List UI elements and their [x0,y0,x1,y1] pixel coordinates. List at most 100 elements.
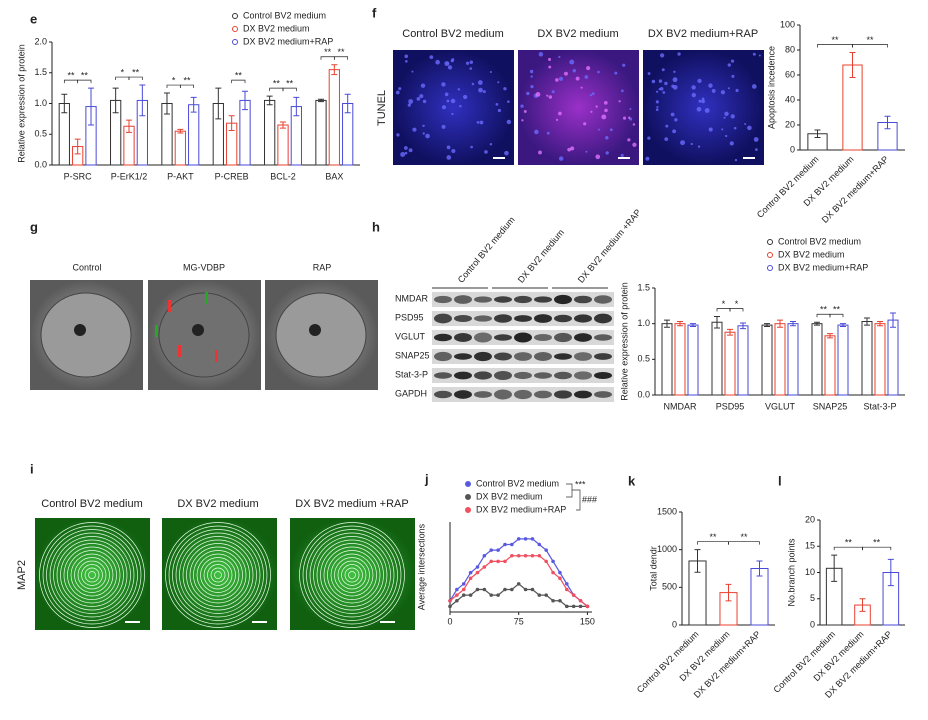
blot-band [454,371,472,380]
nucleus [275,292,367,378]
blot-band [474,296,492,303]
panel-label: i [30,461,34,476]
sholl-ring [56,539,128,611]
cell-dot [691,92,696,98]
legend-label: DX BV2 medium+RAP [476,504,566,514]
error-bar [714,316,720,329]
cell-dot [575,76,580,81]
arrow-marker [168,300,171,312]
error-bar [74,138,81,155]
cell-dot [471,82,475,86]
y-tick-label: 80 [785,44,795,54]
cell-dot [708,83,713,88]
cell-dot [701,97,705,101]
blot-band [514,352,532,361]
legend-marker [767,252,773,258]
cell-dot [435,59,440,65]
error-bar [126,119,132,133]
y-tick-label: 0.0 [34,159,47,169]
cell-dot [429,55,434,60]
cell-dot [446,99,450,103]
cell-dot [400,152,406,157]
cell-dot [407,103,411,107]
cell-dot [618,100,621,103]
point [468,576,473,581]
cell-dot [751,84,757,89]
blot-column: DX BV2 medium +RAP [576,207,643,285]
legend-marker [232,13,238,19]
blot-band [434,313,452,324]
cell-dot [446,155,452,160]
blot-band [574,333,592,342]
cell-dot [530,85,534,89]
cell-dot [752,52,756,56]
bar [824,335,836,396]
error-bar [877,321,883,327]
y-axis-label: Relative expression of protein [619,282,629,401]
sig-label: ** [132,67,140,77]
cell-dot [655,90,659,93]
point [537,553,542,558]
cell-dot [548,57,552,61]
legend-label: Control BV2 medium [476,478,559,488]
blot-row-label: GAPDH [395,388,427,398]
bar [661,323,673,396]
error-bar [840,323,846,328]
cell-dot [444,61,450,67]
cell-dot [555,118,559,121]
cell-dot [680,140,686,146]
y-tick-label: 500 [662,582,677,592]
legend-label: DX BV2 medium+RAP [243,36,333,46]
cell-dot [605,135,609,140]
point [496,548,500,552]
cell-dot [664,81,668,86]
cell-dot [419,94,424,99]
error-bar [177,128,184,134]
point [523,537,528,541]
cell-dot [551,90,555,94]
legend-marker [232,26,238,32]
sholl-ring [74,557,110,593]
bar [315,99,327,166]
error-bar [887,558,894,587]
image-title: DX BV2 medium [537,28,618,40]
cell-dot [425,133,430,139]
point [448,598,452,603]
y-tick-label: 0 [672,619,677,629]
x-tick-label: P-AKT [167,171,194,181]
blot-band [454,315,472,322]
cell-dot [526,91,530,96]
sholl-ring [165,522,271,628]
bar [711,321,723,396]
error-bar [864,317,870,326]
point [578,598,583,603]
cell-dot [441,82,446,87]
cell-dot [621,89,624,93]
sholl-ring [186,543,250,607]
y-tick-label: 100 [780,19,795,29]
cell-dot [672,84,678,90]
cell-dot [632,123,636,126]
cell-dot [727,87,730,90]
cell-dot [647,136,651,140]
cell-dot [396,133,400,137]
sholl-ring [316,539,388,611]
cell-dot [520,104,524,108]
point [578,604,583,609]
x-tick-label: P-CREB [215,171,249,181]
cell-dot [597,128,601,131]
sholl-ring [77,560,107,590]
error-bar [88,87,95,126]
error-bar [690,323,696,328]
cell-dot [747,125,752,131]
cell-dot [609,128,613,132]
tunel-image [518,50,639,165]
cell-dot [586,66,591,71]
cell-dot [558,111,562,116]
blot-column: DX BV2 medium [516,227,566,284]
error-bar [331,64,338,76]
blot-band [474,371,492,380]
cell-dot [583,122,587,126]
point [565,587,569,592]
point [565,604,569,609]
